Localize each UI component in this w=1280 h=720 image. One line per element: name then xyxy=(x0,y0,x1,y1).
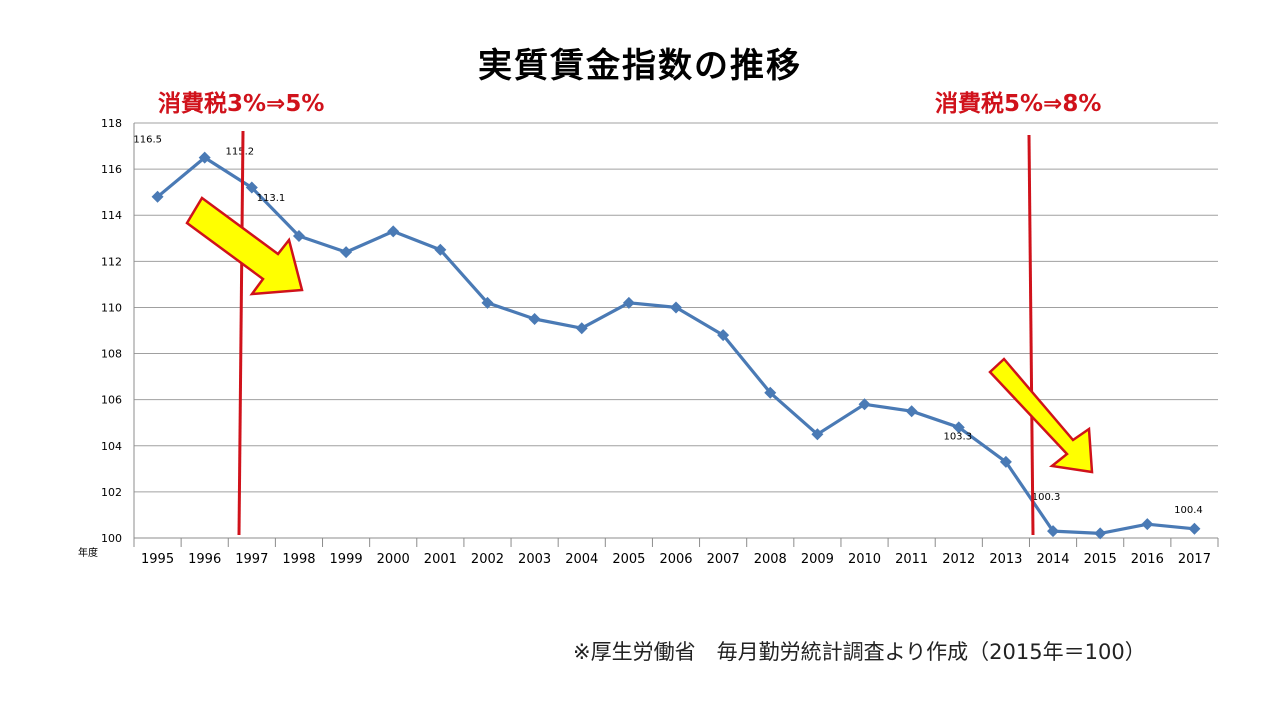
data-label: 116.5 xyxy=(133,135,162,146)
x-tick-label: 2014 xyxy=(1036,552,1069,567)
annotation-graphics xyxy=(185,130,1094,536)
x-tick-label: 2004 xyxy=(565,552,598,567)
data-point-marker xyxy=(198,151,211,164)
data-point-marker xyxy=(858,398,871,411)
series-line xyxy=(156,156,1195,536)
data-point-marker xyxy=(387,225,400,238)
tax-change-line-1997 xyxy=(237,130,245,536)
x-tick-label: 2016 xyxy=(1131,552,1164,567)
x-axis-label: 年度 xyxy=(78,546,98,559)
data-point-marker xyxy=(999,455,1012,468)
data-point-marker xyxy=(528,312,541,325)
y-tick-label: 108 xyxy=(101,348,122,361)
annotation-tax-3-to-5: 消費税3%⇒5% xyxy=(158,91,325,117)
tax-change-line-2014 xyxy=(1027,134,1035,536)
y-tick-label: 110 xyxy=(101,301,122,314)
y-tick-label: 104 xyxy=(101,440,122,453)
data-label: 115.2 xyxy=(226,147,255,158)
data-point-marker xyxy=(905,405,918,418)
data-labels: 116.5 115.2 113.1 103.3 100.3 100.4 xyxy=(133,135,1202,516)
data-label: 100.4 xyxy=(1174,505,1203,516)
data-label: 103.3 xyxy=(943,431,972,442)
x-tick-label: 2003 xyxy=(518,552,551,567)
data-point-marker xyxy=(434,243,447,256)
x-tick-label: 2008 xyxy=(754,552,787,567)
x-tick-label: 2000 xyxy=(377,552,410,567)
data-label: 113.1 xyxy=(257,193,286,204)
data-point-marker xyxy=(340,246,353,259)
data-point-marker xyxy=(481,296,494,309)
down-arrow-icon xyxy=(185,196,304,296)
x-tick-label: 2015 xyxy=(1084,552,1117,567)
data-point-marker xyxy=(575,322,588,335)
y-tick-label: 112 xyxy=(101,255,122,268)
data-point-marker xyxy=(622,296,635,309)
x-tick-label: 2017 xyxy=(1178,552,1211,567)
data-markers xyxy=(151,151,1201,540)
x-tick-label: 2005 xyxy=(612,552,645,567)
x-tick-label: 2009 xyxy=(801,552,834,567)
x-tick-label: 2012 xyxy=(942,552,975,567)
x-tick-label: 1998 xyxy=(282,552,315,567)
y-tick-label: 100 xyxy=(101,532,122,545)
x-tick-label: 2006 xyxy=(659,552,692,567)
data-point-marker xyxy=(292,229,305,242)
y-tick-label: 116 xyxy=(101,163,122,176)
data-point-marker xyxy=(1141,518,1154,531)
x-tick-label: 2013 xyxy=(989,552,1022,567)
data-point-marker xyxy=(245,181,258,194)
y-tick-label: 102 xyxy=(101,486,122,499)
data-point-marker xyxy=(1094,527,1107,540)
gridlines xyxy=(134,122,1218,539)
x-tick-label: 1999 xyxy=(330,552,363,567)
series-line xyxy=(156,156,1195,536)
down-arrow-icon xyxy=(988,357,1094,474)
x-tick-label: 2002 xyxy=(471,552,504,567)
x-tick-label: 2007 xyxy=(707,552,740,567)
source-note: ※厚生労働省 毎月勤労統計調査より作成（2015年＝100） xyxy=(573,640,1146,664)
y-tick-label: 114 xyxy=(101,209,122,222)
data-point-marker xyxy=(670,301,682,314)
data-point-marker xyxy=(811,428,824,441)
data-point-marker xyxy=(151,190,164,203)
data-point-marker xyxy=(1188,522,1201,535)
x-tick-label: 1995 xyxy=(141,552,174,567)
data-point-marker xyxy=(764,386,777,399)
data-label: 100.3 xyxy=(1032,492,1061,503)
axes: 100 102 104 106 108 110 112 114 116 118 1995 1996 19… xyxy=(101,117,1219,567)
data-point-marker xyxy=(952,421,965,434)
x-tick-label: 1996 xyxy=(188,552,221,567)
x-tick-label: 2010 xyxy=(848,552,881,567)
x-tick-label: 2001 xyxy=(424,552,457,567)
y-tick-label: 118 xyxy=(101,117,122,130)
data-point-marker xyxy=(1047,525,1060,538)
y-tick-label: 106 xyxy=(101,394,122,407)
data-point-marker xyxy=(717,329,730,342)
chart-title: 実質賃金指数の推移 xyxy=(478,46,802,86)
annotation-tax-5-to-8: 消費税5%⇒8% xyxy=(935,91,1102,117)
x-tick-label: 2011 xyxy=(895,552,928,567)
x-tick-label: 1997 xyxy=(235,552,268,567)
